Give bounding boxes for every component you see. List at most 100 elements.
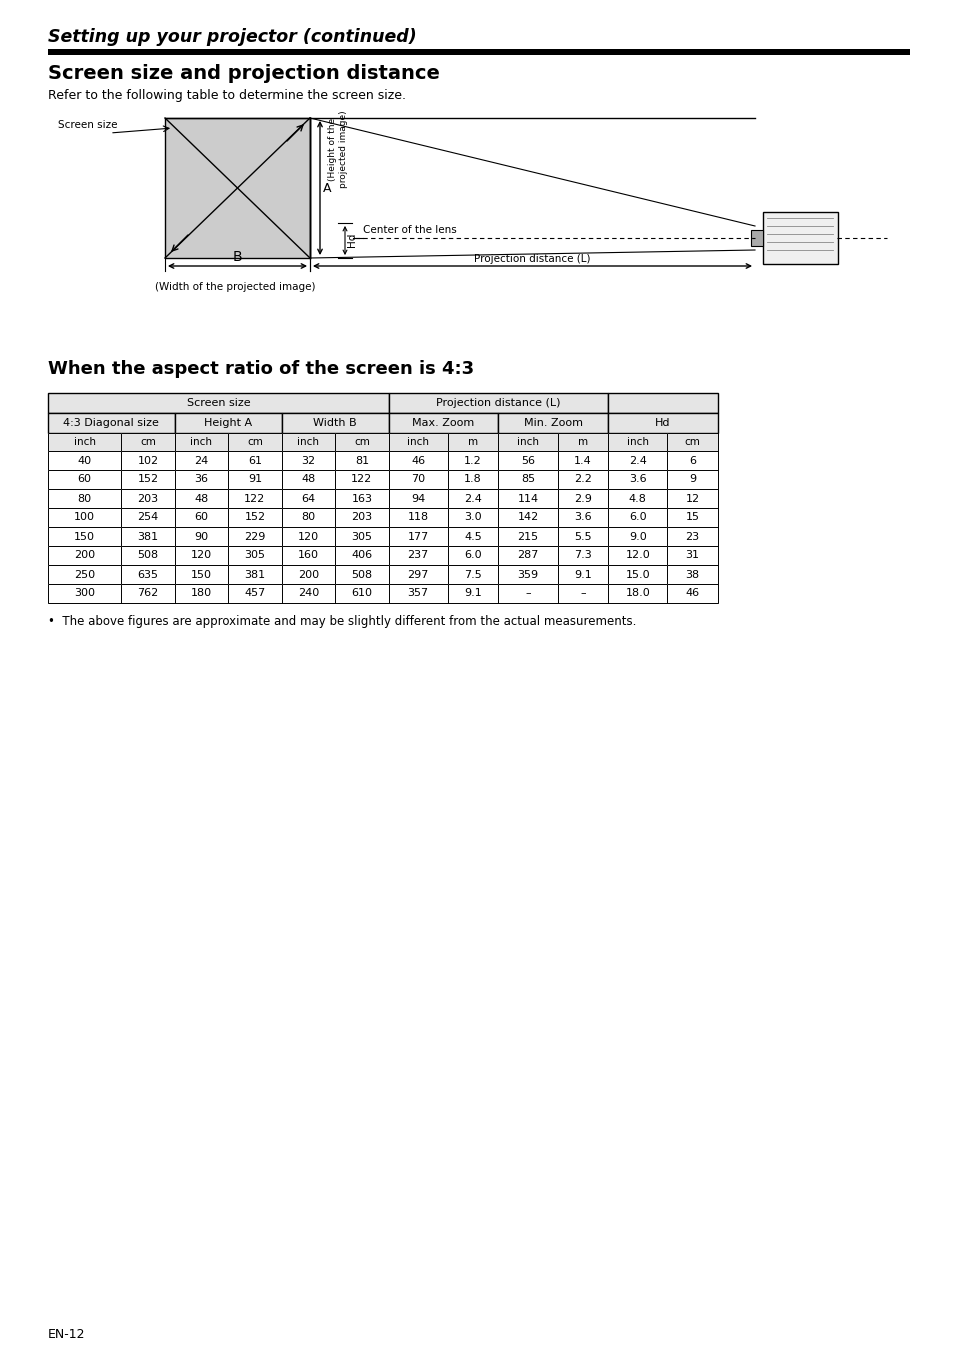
Bar <box>497 565 557 584</box>
Bar <box>335 489 388 508</box>
Bar <box>608 546 667 565</box>
Bar <box>281 527 335 546</box>
Bar <box>48 584 121 603</box>
Bar <box>388 451 447 470</box>
Text: 120: 120 <box>191 550 212 561</box>
Text: (Height of the
projected image): (Height of the projected image) <box>328 111 347 188</box>
Bar <box>281 508 335 527</box>
Bar <box>667 451 718 470</box>
Bar <box>48 470 121 489</box>
Text: 357: 357 <box>407 589 428 598</box>
Text: 80: 80 <box>77 493 91 504</box>
Text: Center of the lens: Center of the lens <box>363 226 456 235</box>
Bar <box>557 546 608 565</box>
Bar <box>121 508 174 527</box>
Bar <box>48 508 121 527</box>
Text: 229: 229 <box>244 531 265 542</box>
Text: 254: 254 <box>137 512 158 523</box>
Text: cm: cm <box>684 436 700 447</box>
Bar <box>608 565 667 584</box>
Text: 237: 237 <box>407 550 428 561</box>
Bar <box>608 508 667 527</box>
Text: 4.5: 4.5 <box>464 531 481 542</box>
Bar <box>48 546 121 565</box>
Bar <box>281 565 335 584</box>
Bar <box>121 508 174 527</box>
Bar <box>608 565 667 584</box>
Text: EN-12: EN-12 <box>48 1328 86 1342</box>
Bar <box>121 584 174 603</box>
Text: Hd: Hd <box>347 232 356 247</box>
Bar <box>388 584 447 603</box>
Text: 305: 305 <box>351 531 372 542</box>
Bar <box>497 413 608 434</box>
Text: 38: 38 <box>685 570 699 580</box>
Bar <box>388 451 447 470</box>
Text: 3.0: 3.0 <box>464 512 481 523</box>
Bar <box>557 451 608 470</box>
Bar <box>48 393 388 413</box>
Bar <box>557 546 608 565</box>
Bar <box>174 470 228 489</box>
Bar <box>388 489 447 508</box>
Bar <box>174 527 228 546</box>
Text: 381: 381 <box>244 570 265 580</box>
Text: 150: 150 <box>191 570 212 580</box>
Text: 635: 635 <box>137 570 158 580</box>
Bar <box>447 470 497 489</box>
Bar <box>174 565 228 584</box>
Text: 46: 46 <box>411 455 425 466</box>
Bar <box>447 434 497 451</box>
Bar <box>608 489 667 508</box>
Bar <box>497 470 557 489</box>
Bar <box>388 470 447 489</box>
Text: 1.8: 1.8 <box>464 474 481 485</box>
Text: 3.6: 3.6 <box>628 474 646 485</box>
Bar <box>121 470 174 489</box>
Text: 508: 508 <box>351 570 372 580</box>
Text: 94: 94 <box>411 493 425 504</box>
Bar <box>121 434 174 451</box>
Bar <box>174 489 228 508</box>
Text: 85: 85 <box>520 474 535 485</box>
Text: Max. Zoom: Max. Zoom <box>412 417 475 428</box>
Text: 12: 12 <box>685 493 699 504</box>
Bar <box>608 413 718 434</box>
Bar <box>388 546 447 565</box>
Bar <box>174 546 228 565</box>
Bar <box>388 434 447 451</box>
Bar <box>388 508 447 527</box>
Bar <box>335 527 388 546</box>
Bar <box>447 527 497 546</box>
Bar <box>667 508 718 527</box>
Text: 203: 203 <box>351 512 372 523</box>
Bar <box>667 434 718 451</box>
Bar <box>228 451 281 470</box>
Text: 2.4: 2.4 <box>628 455 646 466</box>
Bar <box>667 434 718 451</box>
Text: inch: inch <box>297 436 319 447</box>
Text: 180: 180 <box>191 589 212 598</box>
Text: inch: inch <box>626 436 648 447</box>
Bar <box>447 489 497 508</box>
Text: 70: 70 <box>411 474 425 485</box>
Bar <box>335 584 388 603</box>
Bar <box>174 584 228 603</box>
Bar <box>388 470 447 489</box>
Bar <box>497 546 557 565</box>
Text: 3.6: 3.6 <box>574 512 591 523</box>
Text: m: m <box>578 436 587 447</box>
Text: 114: 114 <box>517 493 538 504</box>
Bar <box>608 451 667 470</box>
Bar <box>667 565 718 584</box>
Bar <box>281 451 335 470</box>
Bar <box>447 565 497 584</box>
Bar <box>121 584 174 603</box>
Bar <box>447 451 497 470</box>
Bar <box>174 413 281 434</box>
Bar <box>388 489 447 508</box>
Bar <box>557 434 608 451</box>
Bar <box>667 508 718 527</box>
Text: Screen size and projection distance: Screen size and projection distance <box>48 63 439 82</box>
Bar <box>608 470 667 489</box>
